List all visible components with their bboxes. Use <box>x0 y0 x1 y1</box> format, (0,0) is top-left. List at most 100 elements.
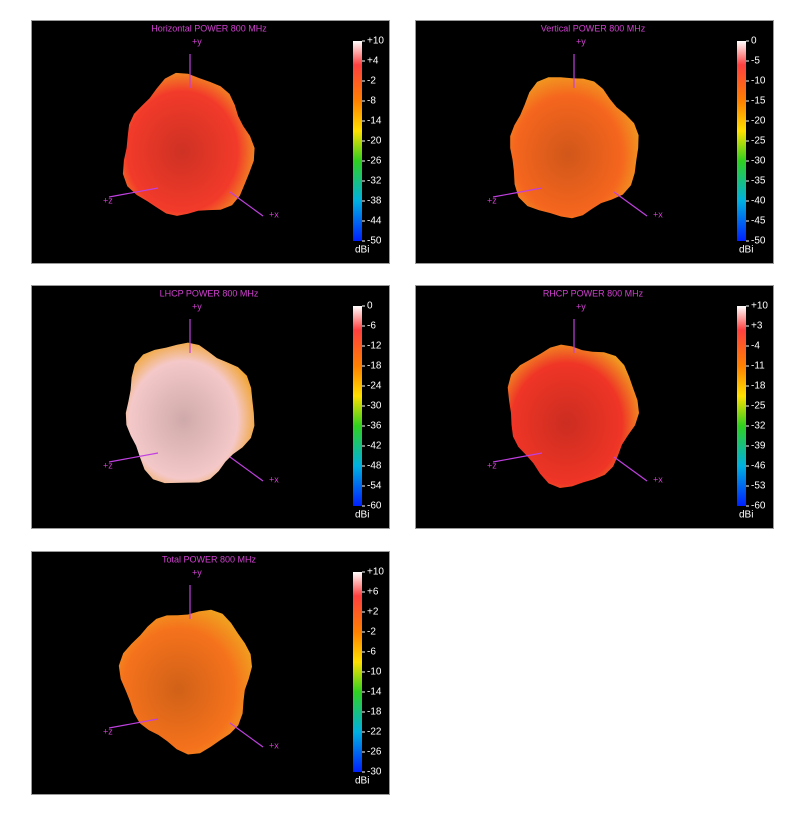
colorbar-tick-label: -20 <box>751 116 766 127</box>
colorbar-tick-label: -2 <box>367 627 376 638</box>
axis-line <box>108 187 159 198</box>
axis-label: +x <box>653 474 663 484</box>
colorbar-tick-label: -30 <box>367 767 382 778</box>
panel-title: LHCP POWER 800 MHz <box>160 288 259 298</box>
axis-label: +x <box>269 474 279 484</box>
colorbar-tick-label: -30 <box>367 401 382 412</box>
axis-label: +y <box>192 567 202 577</box>
colorbar-tick-label: +4 <box>367 56 379 67</box>
colorbar-tick-label: 0 <box>367 301 373 312</box>
colorbar-tick-label: -32 <box>751 421 766 432</box>
colorbar-tick-label: -5 <box>751 56 760 67</box>
colorbar-tick-label: -26 <box>367 156 382 167</box>
axis-label: +x <box>653 209 663 219</box>
colorbar-tick-label: -20 <box>367 136 382 147</box>
colorbar-tick-label: -18 <box>367 707 382 718</box>
colorbar-tick-label: +10 <box>367 36 384 47</box>
axis-label: +z <box>103 460 113 470</box>
axis-label: +z <box>103 195 113 205</box>
colorbar-tick-label: -26 <box>367 747 382 758</box>
colorbar-tick-label: -48 <box>367 461 382 472</box>
colorbar-unit: dBi <box>355 510 369 521</box>
colorbar-tick-label: -30 <box>751 156 766 167</box>
colorbar-tick-label: -35 <box>751 176 766 187</box>
pattern-surface <box>510 77 639 219</box>
colorbar-tick-label: -38 <box>367 196 382 207</box>
colorbar-unit: dBi <box>739 245 753 256</box>
colorbar <box>353 572 362 772</box>
colorbar-tick-label: +2 <box>367 607 379 618</box>
axis-label: +y <box>576 301 586 311</box>
axis-line <box>492 452 543 463</box>
pattern-surface <box>507 344 639 488</box>
colorbar-tick-label: -39 <box>751 441 766 452</box>
pattern-surface <box>122 72 255 216</box>
panel: RHCP POWER 800 MHz +y +z +x +10 +3 -4 -11 -18 -25… <box>415 285 774 529</box>
axis-line <box>229 456 264 482</box>
axis-line <box>229 722 264 748</box>
axis-label: +x <box>269 740 279 750</box>
colorbar-tick-label: -18 <box>367 361 382 372</box>
axis-label: +x <box>269 209 279 219</box>
colorbar <box>353 41 362 241</box>
colorbar-tick-label: +3 <box>751 321 763 332</box>
colorbar-tick-label: +6 <box>367 587 379 598</box>
axis-line <box>492 187 543 198</box>
colorbar-tick-label: -25 <box>751 136 766 147</box>
colorbar-tick-label: -32 <box>367 176 382 187</box>
panel: Vertical POWER 800 MHz +y +z +x 0 -5 -10 -15 -20… <box>415 20 774 264</box>
colorbar-tick-label: +10 <box>751 301 768 312</box>
colorbar-tick-label: -45 <box>751 216 766 227</box>
colorbar-tick-label: -2 <box>367 76 376 87</box>
colorbar-tick-label: -40 <box>751 196 766 207</box>
axis-line <box>108 452 159 463</box>
colorbar-tick-label: -24 <box>367 381 382 392</box>
panel-title: RHCP POWER 800 MHz <box>543 288 644 298</box>
axis-line <box>229 191 264 217</box>
colorbar-tick-label: -14 <box>367 116 382 127</box>
axis-label: +y <box>192 301 202 311</box>
colorbar <box>353 306 362 506</box>
colorbar-tick-label: -12 <box>367 341 382 352</box>
colorbar-unit: dBi <box>739 510 753 521</box>
colorbar-tick-label: -60 <box>751 501 766 512</box>
panel-title: Total POWER 800 MHz <box>162 554 257 564</box>
axis-label: +z <box>487 460 497 470</box>
colorbar-tick-label: -6 <box>367 647 376 658</box>
panel: LHCP POWER 800 MHz +y +z +x 0 -6 -12 -18 -24 -30 -… <box>31 285 390 529</box>
pattern-surface <box>118 609 252 755</box>
colorbar-tick-label: -18 <box>751 381 766 392</box>
colorbar-tick-label: -25 <box>751 401 766 412</box>
colorbar-tick-label: -10 <box>367 667 382 678</box>
colorbar-unit: dBi <box>355 245 369 256</box>
colorbar-tick-label: +10 <box>367 567 384 578</box>
colorbar-tick-label: -11 <box>751 361 765 372</box>
colorbar-tick-label: -46 <box>751 461 766 472</box>
colorbar-tick-label: 0 <box>751 36 757 47</box>
colorbar-tick-label: -36 <box>367 421 382 432</box>
axis-label: +z <box>103 726 113 736</box>
axis-line <box>613 456 648 482</box>
colorbar-tick-label: -50 <box>751 236 766 247</box>
colorbar-tick-label: -4 <box>751 341 760 352</box>
colorbar-tick-label: -42 <box>367 441 382 452</box>
colorbar <box>737 306 746 506</box>
colorbar-tick-label: -6 <box>367 321 376 332</box>
axis-line <box>108 718 159 729</box>
panel: Total POWER 800 MHz +y +z +x +10 +6 +2 -2 -6 -10 -… <box>31 551 390 795</box>
panel-title: Horizontal POWER 800 MHz <box>151 23 267 33</box>
colorbar-tick-label: -10 <box>751 76 766 87</box>
colorbar-unit: dBi <box>355 776 369 787</box>
axis-label: +y <box>576 36 586 46</box>
colorbar-tick-label: -54 <box>367 481 382 492</box>
pattern-surface <box>125 342 255 484</box>
colorbar-tick-label: -14 <box>367 687 382 698</box>
colorbar-tick-label: -8 <box>367 96 376 107</box>
colorbar-tick-label: -22 <box>367 727 382 738</box>
colorbar-tick-label: -15 <box>751 96 766 107</box>
axis-label: +y <box>192 36 202 46</box>
axis-line <box>613 191 648 217</box>
colorbar-tick-label: -50 <box>367 236 382 247</box>
colorbar-tick-label: -60 <box>367 501 382 512</box>
